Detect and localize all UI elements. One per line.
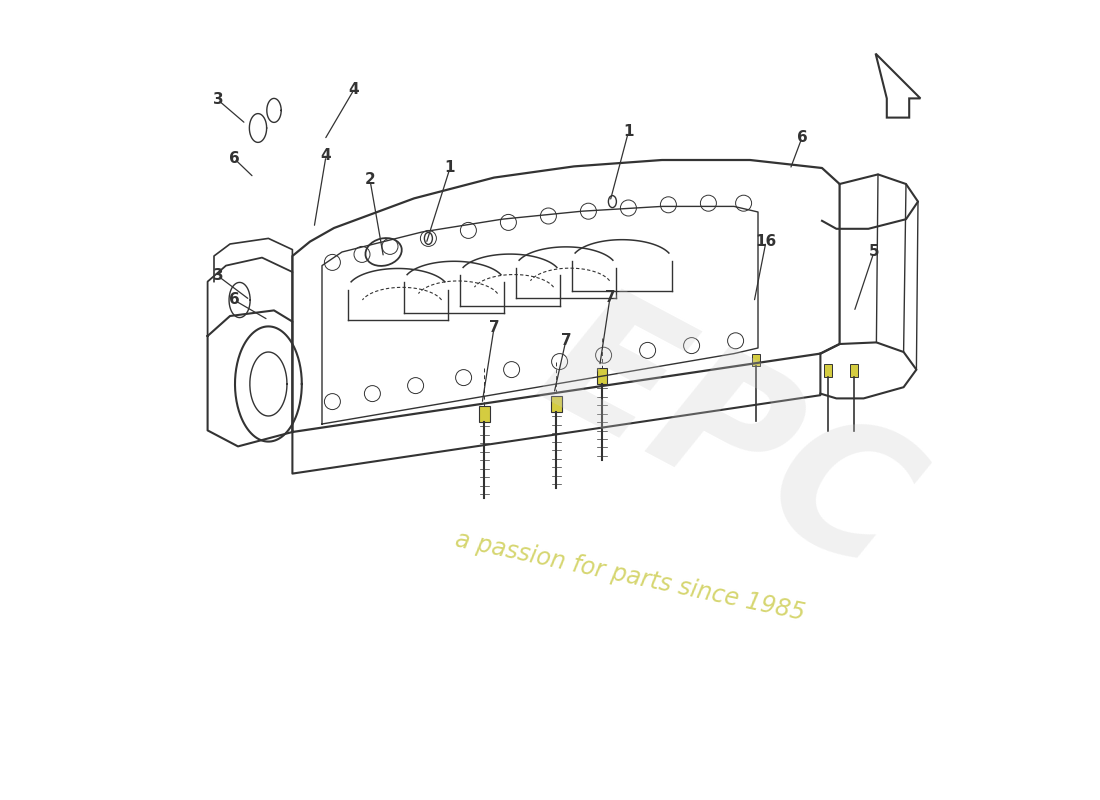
- Text: 16: 16: [756, 234, 777, 249]
- Text: 6: 6: [796, 130, 807, 145]
- Text: 7: 7: [561, 333, 571, 347]
- Bar: [752, 354, 760, 366]
- Text: 5: 5: [869, 245, 879, 259]
- Text: 4: 4: [321, 149, 331, 163]
- Bar: [597, 368, 607, 384]
- Bar: [480, 406, 490, 422]
- Text: 3: 3: [212, 269, 223, 283]
- Text: 1: 1: [444, 161, 455, 175]
- Text: 1: 1: [623, 125, 634, 139]
- Text: 7: 7: [605, 290, 615, 305]
- Text: EPC: EPC: [514, 271, 938, 609]
- Text: 6: 6: [229, 151, 240, 166]
- Text: 3: 3: [212, 93, 223, 107]
- Bar: [551, 396, 562, 412]
- Bar: [824, 364, 833, 377]
- Text: a passion for parts since 1985: a passion for parts since 1985: [453, 527, 807, 625]
- Text: 7: 7: [488, 321, 499, 335]
- Bar: [850, 364, 858, 377]
- Text: 4: 4: [349, 82, 360, 97]
- Text: 2: 2: [364, 173, 375, 187]
- Text: 6: 6: [229, 293, 240, 307]
